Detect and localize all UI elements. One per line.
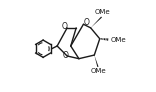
- Polygon shape: [94, 55, 99, 67]
- Text: O: O: [62, 22, 68, 31]
- Text: O: O: [62, 51, 68, 60]
- Text: OMe: OMe: [91, 68, 106, 74]
- Polygon shape: [91, 17, 102, 28]
- Text: O: O: [83, 18, 89, 27]
- Text: OMe: OMe: [110, 37, 126, 43]
- Text: OMe: OMe: [95, 9, 110, 15]
